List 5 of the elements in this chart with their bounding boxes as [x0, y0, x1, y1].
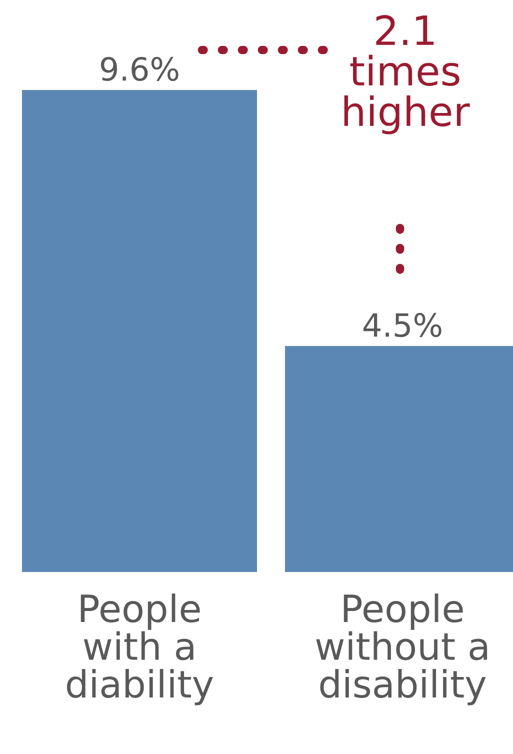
x-tick-label: People without a disability	[316, 594, 488, 706]
data-label: 4.5%	[363, 312, 442, 338]
data-label: 9.6%	[100, 56, 178, 82]
annotation: 2.1 times higher	[344, 15, 470, 134]
x-tick-label: People with a diability	[66, 594, 213, 706]
